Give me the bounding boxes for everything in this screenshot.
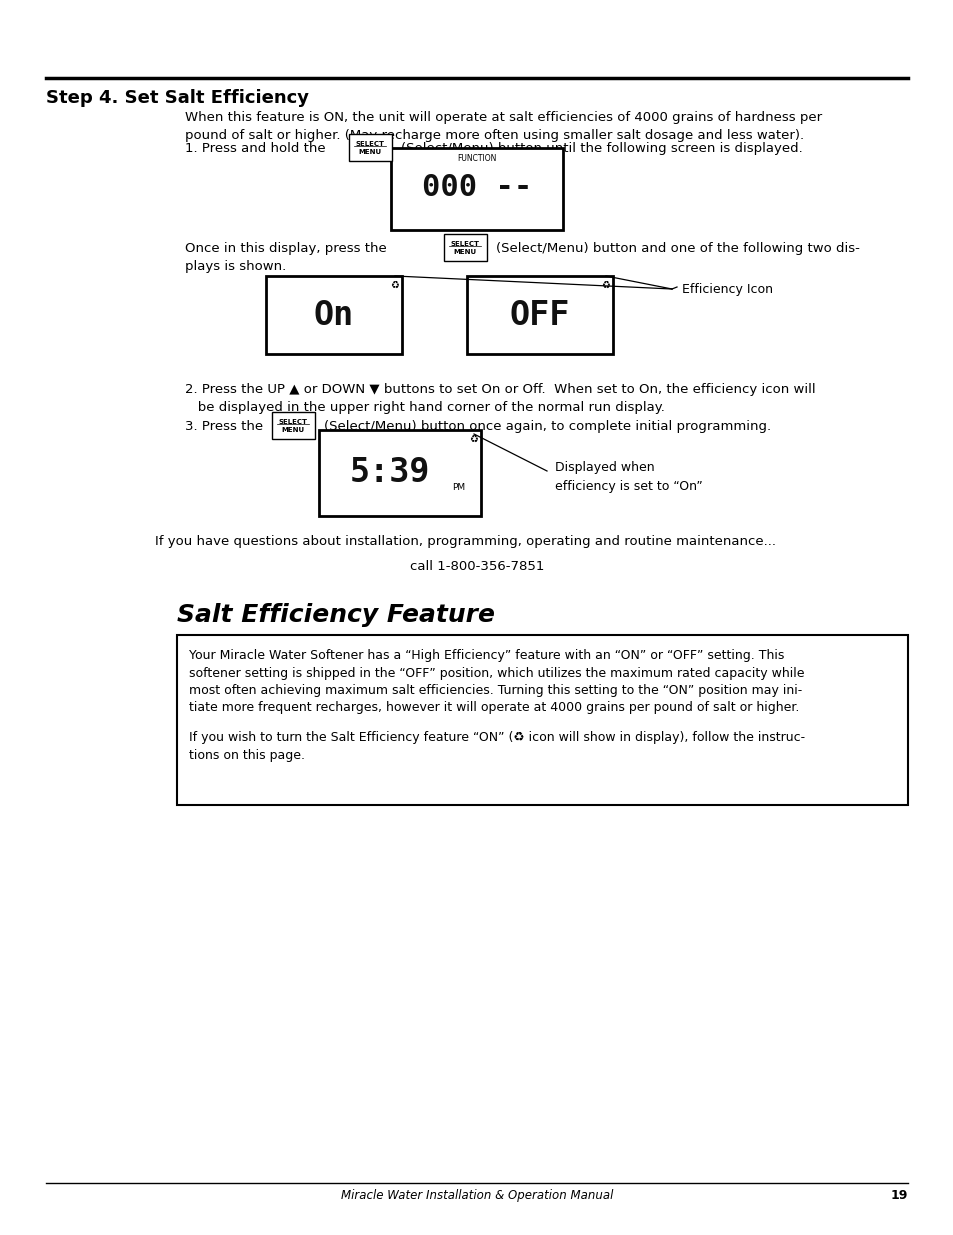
- Text: ♻: ♻: [390, 280, 399, 290]
- Text: Miracle Water Installation & Operation Manual: Miracle Water Installation & Operation M…: [340, 1189, 613, 1202]
- Text: When this feature is ON, the unit will operate at salt efficiencies of 4000 grai: When this feature is ON, the unit will o…: [185, 111, 821, 124]
- Text: Displayed when: Displayed when: [555, 461, 654, 474]
- Text: ♻: ♻: [469, 433, 477, 445]
- Text: On: On: [314, 299, 354, 331]
- Text: (Select/Menu) button until the following screen is displayed.: (Select/Menu) button until the following…: [401, 142, 802, 156]
- Text: efficiency is set to “On”: efficiency is set to “On”: [555, 480, 702, 493]
- Bar: [318, 430, 480, 516]
- Text: tions on this page.: tions on this page.: [189, 748, 305, 762]
- Text: OFF: OFF: [509, 299, 570, 331]
- Text: 1. Press and hold the: 1. Press and hold the: [185, 142, 325, 156]
- Text: Once in this display, press the: Once in this display, press the: [185, 242, 386, 254]
- Text: most often achieving maximum salt efficiencies. Turning this setting to the “ON”: most often achieving maximum salt effici…: [189, 684, 801, 697]
- Text: MENU: MENU: [281, 427, 304, 432]
- Text: Salt Efficiency Feature: Salt Efficiency Feature: [177, 603, 495, 627]
- Text: SELECT: SELECT: [450, 241, 479, 247]
- Text: tiate more frequent recharges, however it will operate at 4000 grains per pound : tiate more frequent recharges, however i…: [189, 701, 799, 715]
- Text: 5:39: 5:39: [350, 457, 430, 489]
- Text: 19: 19: [890, 1189, 907, 1202]
- Text: FUNCTION: FUNCTION: [456, 154, 497, 163]
- Bar: [266, 275, 401, 354]
- Text: PM: PM: [452, 483, 465, 493]
- Bar: [348, 133, 391, 161]
- Bar: [443, 233, 486, 261]
- Text: softener setting is shipped in the “OFF” position, which utilizes the maximum ra: softener setting is shipped in the “OFF”…: [189, 667, 803, 679]
- Text: plays is shown.: plays is shown.: [185, 259, 286, 273]
- Text: 000 --: 000 --: [421, 173, 532, 201]
- Text: MENU: MENU: [358, 149, 381, 154]
- Bar: [177, 635, 907, 805]
- Bar: [272, 411, 314, 438]
- Bar: [391, 148, 562, 230]
- Text: SELECT: SELECT: [278, 419, 307, 425]
- Bar: [467, 275, 613, 354]
- Text: Step 4. Set Salt Efficiency: Step 4. Set Salt Efficiency: [46, 89, 309, 107]
- Text: SELECT: SELECT: [355, 141, 384, 147]
- Text: If you wish to turn the Salt Efficiency feature “ON” (♻ icon will show in displa: If you wish to turn the Salt Efficiency …: [189, 731, 804, 743]
- Text: call 1-800-356-7851: call 1-800-356-7851: [410, 559, 543, 573]
- Text: pound of salt or higher. (May recharge more often using smaller salt dosage and : pound of salt or higher. (May recharge m…: [185, 128, 803, 142]
- Text: 3. Press the: 3. Press the: [185, 420, 263, 433]
- Text: 2. Press the UP ▲ or DOWN ▼ buttons to set On or Off.  When set to On, the effic: 2. Press the UP ▲ or DOWN ▼ buttons to s…: [185, 383, 815, 396]
- Text: Efficiency Icon: Efficiency Icon: [681, 283, 772, 296]
- Text: be displayed in the upper right hand corner of the normal run display.: be displayed in the upper right hand cor…: [185, 400, 664, 414]
- Text: Your Miracle Water Softener has a “High Efficiency” feature with an “ON” or “OFF: Your Miracle Water Softener has a “High …: [189, 650, 783, 662]
- Text: MENU: MENU: [453, 249, 476, 254]
- Text: ♻: ♻: [601, 280, 610, 290]
- Text: (Select/Menu) button and one of the following two dis-: (Select/Menu) button and one of the foll…: [496, 242, 860, 254]
- Text: If you have questions about installation, programming, operating and routine mai: If you have questions about installation…: [154, 535, 775, 548]
- Text: (Select/Menu) button once again, to complete initial programming.: (Select/Menu) button once again, to comp…: [324, 420, 771, 433]
